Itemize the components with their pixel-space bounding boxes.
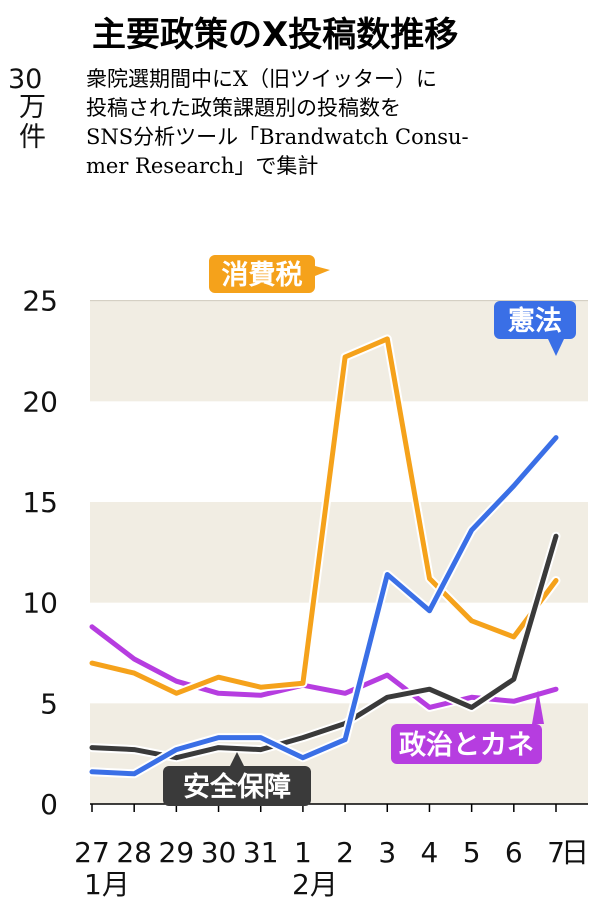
x-tick-labels: 27 28 29 30 31 1 2 3 4 5 6 7 [74,836,565,869]
y-tick-label: 0 [40,788,58,821]
series-label-box [391,724,542,764]
x-tick-label: 7 [547,836,565,869]
y-tick-label: 15 [22,486,58,519]
series-label: 憲法 [508,305,562,337]
x-tick-label: 28 [116,836,152,869]
x-tick-label: 6 [505,836,523,869]
series-lines [87,334,561,779]
series-line [89,336,559,696]
series-label: 安全保障 [183,771,291,803]
series-line [89,435,559,777]
series-label-pointer [315,266,330,276]
x-tick-label: 29 [159,836,195,869]
y-axis-label-unit-1: 万 [19,92,46,123]
y-tick-label: 25 [22,285,58,318]
subtitle-line-1: 衆院選期間中にX（旧ツイッター）に [86,67,437,91]
series-label-box [163,766,311,806]
x-tick-label: 2 [336,836,354,869]
series-label-pointer [548,339,564,356]
x-tick-label: 31 [243,836,279,869]
series-label-pointer [532,690,544,724]
y-tick-label: 5 [40,687,58,720]
month-label-jan: 1月 [84,868,130,901]
y-axis-label-unit-2: 件 [19,122,46,153]
x-tick-label: 30 [201,836,237,869]
y-tick-label: 10 [22,587,58,620]
series-label-box [494,301,576,339]
x-tick-label: 1 [294,836,312,869]
month-label-feb: 2月 [292,868,338,901]
chart-title: 主要政策のX投稿数推移 [92,15,458,55]
subtitle-line-2: 投稿された政策課題別の投稿数を [86,96,401,120]
subtitle-line-3: SNS分析ツール「Brandwatch Consu- [86,125,469,149]
series-label-box [209,255,315,293]
series-label-pointer [230,752,244,766]
series-label: 消費税 [222,260,303,291]
background-band [90,502,588,603]
background-bands [90,300,588,804]
y-tick-labels: 0 5 10 15 20 25 [22,285,58,821]
x-unit-label: 日 [561,836,589,869]
subtitle-line-4: mer Research」で集計 [86,154,318,178]
x-tick-label: 3 [378,836,396,869]
x-tick-label: 27 [74,836,110,869]
x-tick-label: 5 [463,836,481,869]
series-label: 政治とカネ [399,730,534,761]
x-axis [90,803,588,812]
y-tick-label: 20 [22,385,58,418]
x-tick-label: 4 [421,836,439,869]
y-axis-label-number: 30 [8,64,42,95]
